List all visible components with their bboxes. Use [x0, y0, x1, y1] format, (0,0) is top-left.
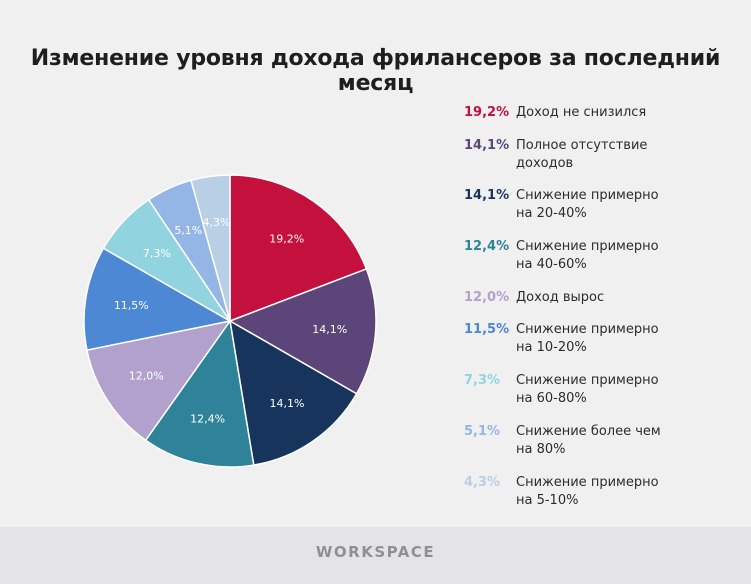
slice-label: 4,3% — [203, 216, 231, 229]
legend-item: 5,1% Снижение более чем на 80% — [464, 423, 744, 459]
pie-slice — [86, 319, 232, 442]
legend-label: Полное отсутствие доходов — [516, 138, 648, 171]
legend-label: Снижение более чем на 80% — [516, 424, 661, 457]
slice-label: 12,0% — [129, 370, 164, 383]
legend-label: Доход вырос — [516, 290, 605, 305]
pie-slice — [144, 319, 255, 468]
slice-label: 12,4% — [190, 413, 225, 426]
pie-slice — [229, 174, 368, 323]
legend-value: 14,1% — [464, 138, 510, 153]
slice-label: 7,3% — [143, 247, 171, 260]
legend-value: 7,3% — [464, 373, 501, 388]
legend-item: 4,3% Снижение примерно на 5-10% — [464, 474, 744, 510]
legend-value: 14,1% — [464, 188, 510, 203]
legend-value: 12,4% — [464, 239, 510, 254]
legend-item: 12,0% Доход вырос — [464, 289, 744, 307]
legend-item: 19,2% Доход не снизился — [464, 104, 744, 122]
legend-label: Снижение примерно на 20-40% — [516, 188, 659, 221]
brand-logo: WORKSPACE — [315, 543, 436, 561]
legend-item: 14,1% Полное отсутствие доходов — [464, 137, 744, 173]
slice-label: 14,1% — [312, 323, 347, 336]
slice-label: 5,1% — [174, 224, 202, 237]
slice-label: 14,1% — [270, 397, 305, 410]
legend-label: Доход не снизился — [516, 105, 647, 120]
legend-value: 11,5% — [464, 322, 510, 337]
legend-label: Снижение примерно на 10-20% — [516, 322, 659, 355]
pie-slice — [190, 174, 231, 322]
pie-chart: 19,2% 14,1% 14,1% 12,4% 12,0% 11,5% 7,3%5,1%4,… — [83, 174, 377, 468]
legend-label: Снижение примерно на 40-60% — [516, 239, 659, 272]
pie-slice — [83, 247, 233, 352]
slice-label: 11,5% — [114, 299, 149, 312]
slice-label: 19,2% — [269, 233, 304, 246]
footer: WORKSPACE — [0, 527, 751, 584]
legend-item: 11,5% Снижение примерно на 10-20% — [464, 321, 744, 357]
legend-label: Снижение примерно на 60-80% — [516, 373, 659, 406]
pie-slice — [229, 319, 358, 466]
legend-item: 7,3% Снижение примерно на 60-80% — [464, 372, 744, 408]
legend-value: 5,1% — [464, 424, 501, 439]
legend-value: 19,2% — [464, 105, 510, 120]
legend-value: 4,3% — [464, 475, 501, 490]
legend-label: Снижение примерно на 5-10% — [516, 475, 659, 508]
legend-value: 12,0% — [464, 290, 510, 305]
chart-title: Изменение уровня дохода фрилансеров за п… — [30, 46, 721, 96]
legend-item: 14,1% Снижение примерно на 20-40% — [464, 187, 744, 223]
legend-item: 12,4% Снижение примерно на 40-60% — [464, 238, 744, 274]
pie-slice — [228, 267, 377, 395]
